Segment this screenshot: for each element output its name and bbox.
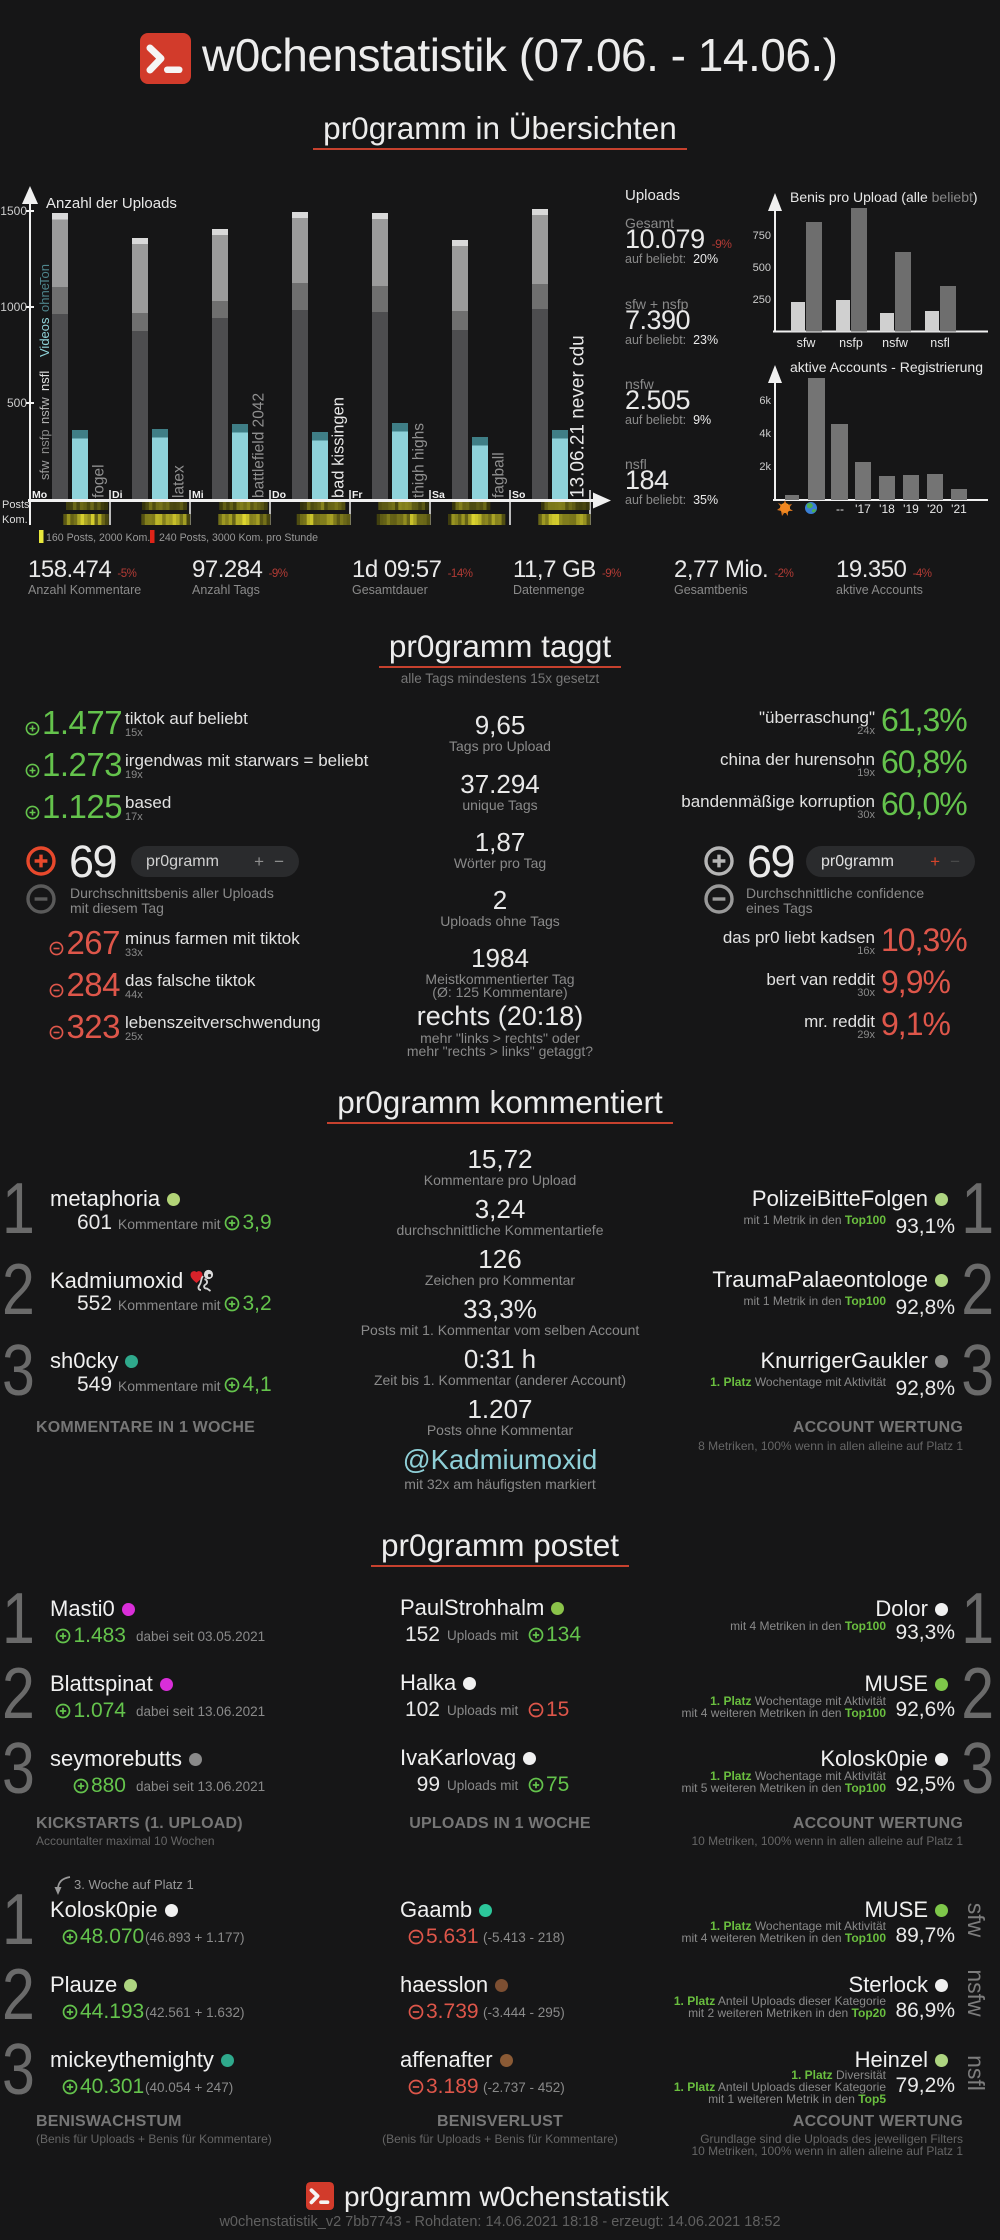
svg-text:Ton: Ton (37, 264, 52, 285)
svg-text:'19: '19 (903, 502, 919, 516)
svg-text:sfw: sfw (797, 336, 817, 350)
svg-text:latex: latex (171, 465, 188, 498)
svg-text:nsfl: nsfl (37, 371, 52, 391)
svg-text:1500: 1500 (0, 204, 27, 218)
svg-text:So: So (512, 489, 525, 501)
svg-text:Benis pro Upload (alle beliebt: Benis pro Upload (alle beliebt) (790, 189, 978, 205)
svg-text:Mo: Mo (32, 489, 47, 501)
svg-text:Kom.: Kom. (2, 514, 28, 526)
svg-text:fogel: fogel (91, 464, 108, 498)
svg-text:'20: '20 (927, 502, 943, 516)
svg-text:nsfw: nsfw (882, 336, 909, 350)
svg-text:aktive Accounts - Registrierun: aktive Accounts - Registrierung (790, 359, 983, 375)
svg-text:Posts: Posts (2, 499, 30, 511)
svg-text:'21: '21 (951, 502, 967, 516)
svg-text:Do: Do (272, 489, 286, 501)
svg-text:500: 500 (753, 262, 771, 274)
svg-text:250: 250 (753, 294, 771, 306)
svg-text:Anzahl der Uploads: Anzahl der Uploads (46, 195, 177, 212)
svg-text:1000: 1000 (0, 300, 27, 314)
svg-text:fagball: fagball (491, 452, 508, 498)
svg-text:6k: 6k (759, 395, 771, 407)
svg-text:13.06.21 never cdu: 13.06.21 never cdu (568, 335, 589, 498)
svg-text:nsfw: nsfw (37, 397, 52, 424)
svg-text:4k: 4k (759, 428, 771, 440)
svg-text:ohne: ohne (37, 283, 52, 312)
svg-text:160 Posts, 2000 Kom.: 160 Posts, 2000 Kom. (46, 532, 150, 544)
svg-text:500: 500 (7, 396, 27, 410)
svg-text:nsfl: nsfl (930, 336, 949, 350)
svg-text:Fr: Fr (352, 489, 363, 501)
svg-text:bad kissingen: bad kissingen (330, 397, 348, 498)
svg-text:'17: '17 (855, 502, 871, 516)
svg-text:Mi: Mi (192, 489, 204, 501)
svg-text:nsfp: nsfp (839, 336, 863, 350)
svg-text:240 Posts, 3000 Kom. pro Stund: 240 Posts, 3000 Kom. pro Stunde (159, 532, 318, 544)
svg-text:sfw: sfw (37, 460, 52, 480)
svg-text:Di: Di (112, 489, 123, 501)
svg-text:'18: '18 (879, 502, 895, 516)
svg-text:750: 750 (753, 230, 771, 242)
svg-text:thigh highs: thigh highs (411, 423, 428, 498)
svg-text:Videos: Videos (37, 317, 52, 357)
svg-text:Sa: Sa (432, 489, 445, 501)
svg-text:nsfp: nsfp (37, 429, 52, 454)
svg-text:--: -- (836, 502, 844, 516)
svg-text:battlefield 2042: battlefield 2042 (251, 393, 268, 498)
svg-text:2k: 2k (759, 461, 771, 473)
